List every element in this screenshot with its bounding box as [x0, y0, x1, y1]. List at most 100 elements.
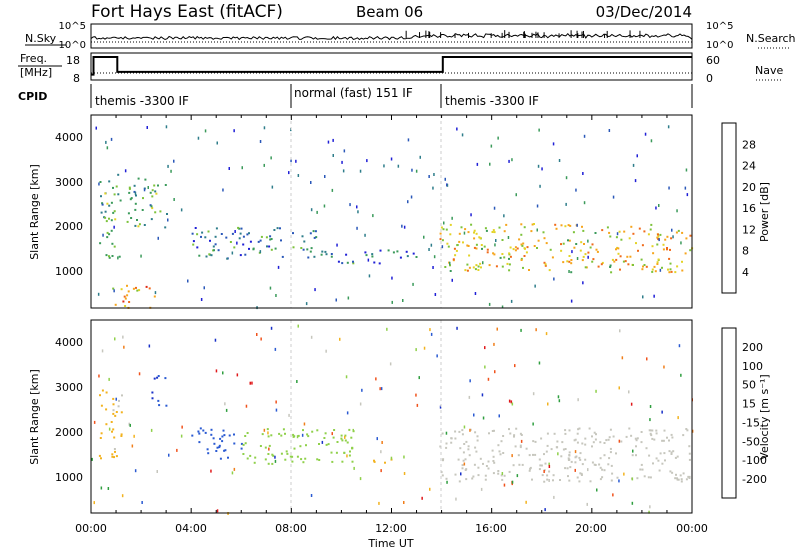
power-colorbar-tick: 20 [742, 181, 756, 194]
radar-noise-cell [335, 298, 337, 302]
radar-echo-cell [670, 453, 673, 455]
radar-noise-cell [228, 167, 230, 170]
radar-echo-cell [278, 432, 281, 435]
radar-echo-cell [608, 457, 611, 460]
radar-echo-cell [261, 433, 264, 436]
radar-echo-cell [311, 430, 314, 433]
radar-echo-cell [276, 227, 279, 230]
radar-echo-cell [439, 238, 442, 241]
radar-noise-cell [507, 236, 510, 239]
radar-noise-cell [341, 160, 343, 164]
radar-echo-cell [674, 477, 677, 480]
radar-noise-cell [545, 332, 548, 336]
radar-echo-cell [153, 184, 156, 187]
radar-echo-cell [111, 455, 114, 458]
radar-echo-cell [249, 240, 252, 243]
radar-echo-cell [581, 463, 584, 466]
radar-echo-cell [474, 431, 477, 434]
radar-echo-cell [595, 248, 598, 251]
radar-echo-cell [306, 433, 309, 436]
radar-echo-cell [110, 219, 113, 222]
radar-echo-cell [568, 239, 571, 242]
radar-echo-cell [477, 265, 480, 268]
radar-echo-cell [662, 248, 665, 251]
cpid-segment-1: themis -3300 IF [95, 94, 189, 108]
radar-noise-cell [616, 232, 619, 236]
radar-echo-cell [675, 473, 677, 476]
radar-echo-cell [591, 435, 593, 438]
radar-noise-cell [295, 159, 297, 163]
radar-echo-cell [640, 463, 643, 466]
radar-echo-cell [150, 205, 153, 208]
radar-noise-cell [618, 479, 620, 483]
radar-echo-cell [333, 429, 336, 431]
freq-left-tick-bottom: 8 [73, 72, 80, 85]
radar-echo-cell [482, 462, 484, 465]
radar-echo-cell [493, 231, 496, 234]
radar-echo-cell [218, 446, 221, 449]
radar-noise-cell [469, 428, 471, 432]
frequency-line [91, 56, 692, 76]
radar-noise-cell [648, 510, 650, 514]
radar-noise-cell [117, 256, 119, 260]
radar-echo-cell [580, 241, 583, 244]
radar-noise-cell [403, 225, 406, 229]
radar-noise-cell [451, 278, 453, 282]
radar-echo-cell [577, 428, 580, 431]
radar-echo-cell [474, 446, 477, 449]
radar-echo-cell [603, 469, 606, 472]
radar-echo-cell [649, 476, 652, 479]
frequency-panel: Freq. [MHz] 18 8 60 0 Nave [18, 52, 783, 85]
radar-echo-cell [453, 247, 456, 250]
radar-noise-cell [314, 288, 316, 292]
radar-echo-cell [112, 409, 115, 412]
radar-echo-cell [532, 440, 535, 443]
radar-noise-cell [270, 326, 273, 330]
radar-echo-cell [104, 192, 107, 195]
radar-echo-cell [521, 463, 524, 466]
radar-noise-cell [402, 299, 404, 302]
radar-echo-cell [105, 254, 108, 257]
radar-echo-cell [219, 457, 222, 460]
radar-echo-cell [292, 433, 295, 436]
radar-echo-cell [105, 408, 108, 411]
radar-echo-cell [396, 250, 399, 253]
radar-echo-cell [669, 262, 672, 265]
power-colorbar-tick: 16 [742, 202, 756, 215]
radar-echo-cell [513, 435, 515, 438]
radar-echo-cell [486, 251, 489, 254]
radar-echo-cell [612, 435, 615, 438]
radar-echo-cell [582, 255, 585, 258]
radar-noise-cell [236, 241, 238, 245]
velocity-colorbar-frame [721, 327, 737, 499]
radar-echo-cell [516, 247, 519, 250]
radar-echo-cell [207, 452, 210, 455]
radar-echo-cell [564, 225, 567, 228]
radar-echo-cell [337, 260, 340, 263]
radar-echo-cell [106, 202, 109, 205]
radar-echo-cell [110, 229, 113, 232]
radar-noise-cell [411, 168, 413, 172]
radar-echo-cell [346, 441, 349, 444]
radar-noise-cell [263, 428, 266, 432]
radar-echo-cell [491, 449, 494, 452]
radar-echo-cell [135, 194, 137, 197]
radar-noise-cell [251, 381, 253, 385]
radar-noise-cell [455, 497, 457, 501]
radar-echo-cell [537, 239, 540, 242]
radar-echo-cell [115, 411, 118, 413]
radar-noise-cell [349, 203, 351, 207]
radar-echo-cell [101, 202, 104, 205]
radar-echo-cell [465, 478, 468, 481]
radar-echo-cell [525, 251, 528, 254]
radar-echo-cell [130, 217, 133, 219]
radar-echo-cell [316, 458, 319, 461]
radar-noise-cell [432, 266, 434, 269]
radar-echo-cell [548, 269, 551, 272]
radar-echo-cell [349, 450, 351, 453]
radar-noise-cell [649, 405, 652, 408]
radar-echo-cell [226, 257, 229, 260]
radar-echo-cell [465, 440, 468, 443]
radar-echo-cell [481, 247, 483, 250]
radar-echo-cell [279, 227, 281, 230]
